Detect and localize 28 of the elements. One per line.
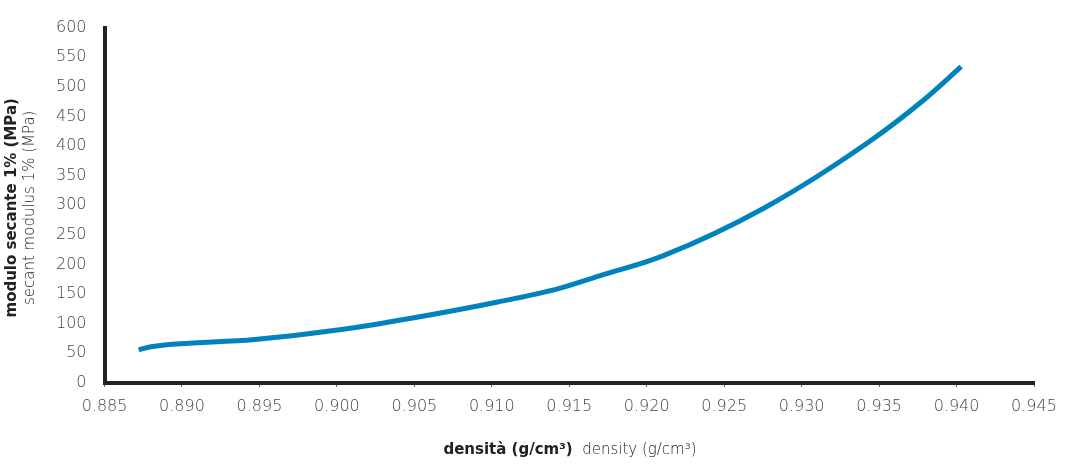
x-tick-label: 0.910 (468, 395, 515, 415)
x-tick-label: 0.945 (1011, 395, 1057, 415)
x-tick-label: 0.920 (623, 395, 670, 415)
x-tick-label: 0.940 (933, 395, 980, 415)
y-tick-label: 50 (66, 342, 87, 362)
y-tick-label: 100 (55, 312, 87, 332)
x-tick-label: 0.935 (856, 395, 902, 415)
y-tick-label: 550 (55, 46, 87, 66)
x-tick-label: 0.890 (159, 395, 205, 415)
y-tick-label: 450 (55, 105, 87, 125)
x-tick-label: 0.930 (778, 395, 825, 415)
y-tick-label: 500 (55, 75, 87, 95)
x-tick-label: 0.925 (701, 395, 748, 415)
y-tick-label: 600 (55, 16, 87, 36)
y-tick-label: 0 (76, 371, 87, 391)
y-tick-label: 150 (55, 283, 87, 303)
y-tick-label: 300 (55, 194, 87, 214)
y-tick-label: 400 (55, 135, 87, 155)
x-tick-label: 0.895 (236, 395, 283, 415)
y-tick-label: 250 (55, 223, 87, 243)
x-axis-title: densità (g/cm³) density (g/cm³) (443, 440, 697, 458)
x-tick-label: 0.915 (546, 395, 593, 415)
x-tick-label: 0.905 (391, 395, 438, 415)
x-tick-label: 0.900 (314, 395, 360, 415)
x-tick-label: 0.885 (81, 395, 128, 415)
y-axis-title: modulo secante 1% (MPa) secant modulus 1% (MPa) (2, 98, 38, 318)
y-tick-label: 350 (55, 164, 87, 184)
y-tick-label: 200 (55, 253, 87, 273)
